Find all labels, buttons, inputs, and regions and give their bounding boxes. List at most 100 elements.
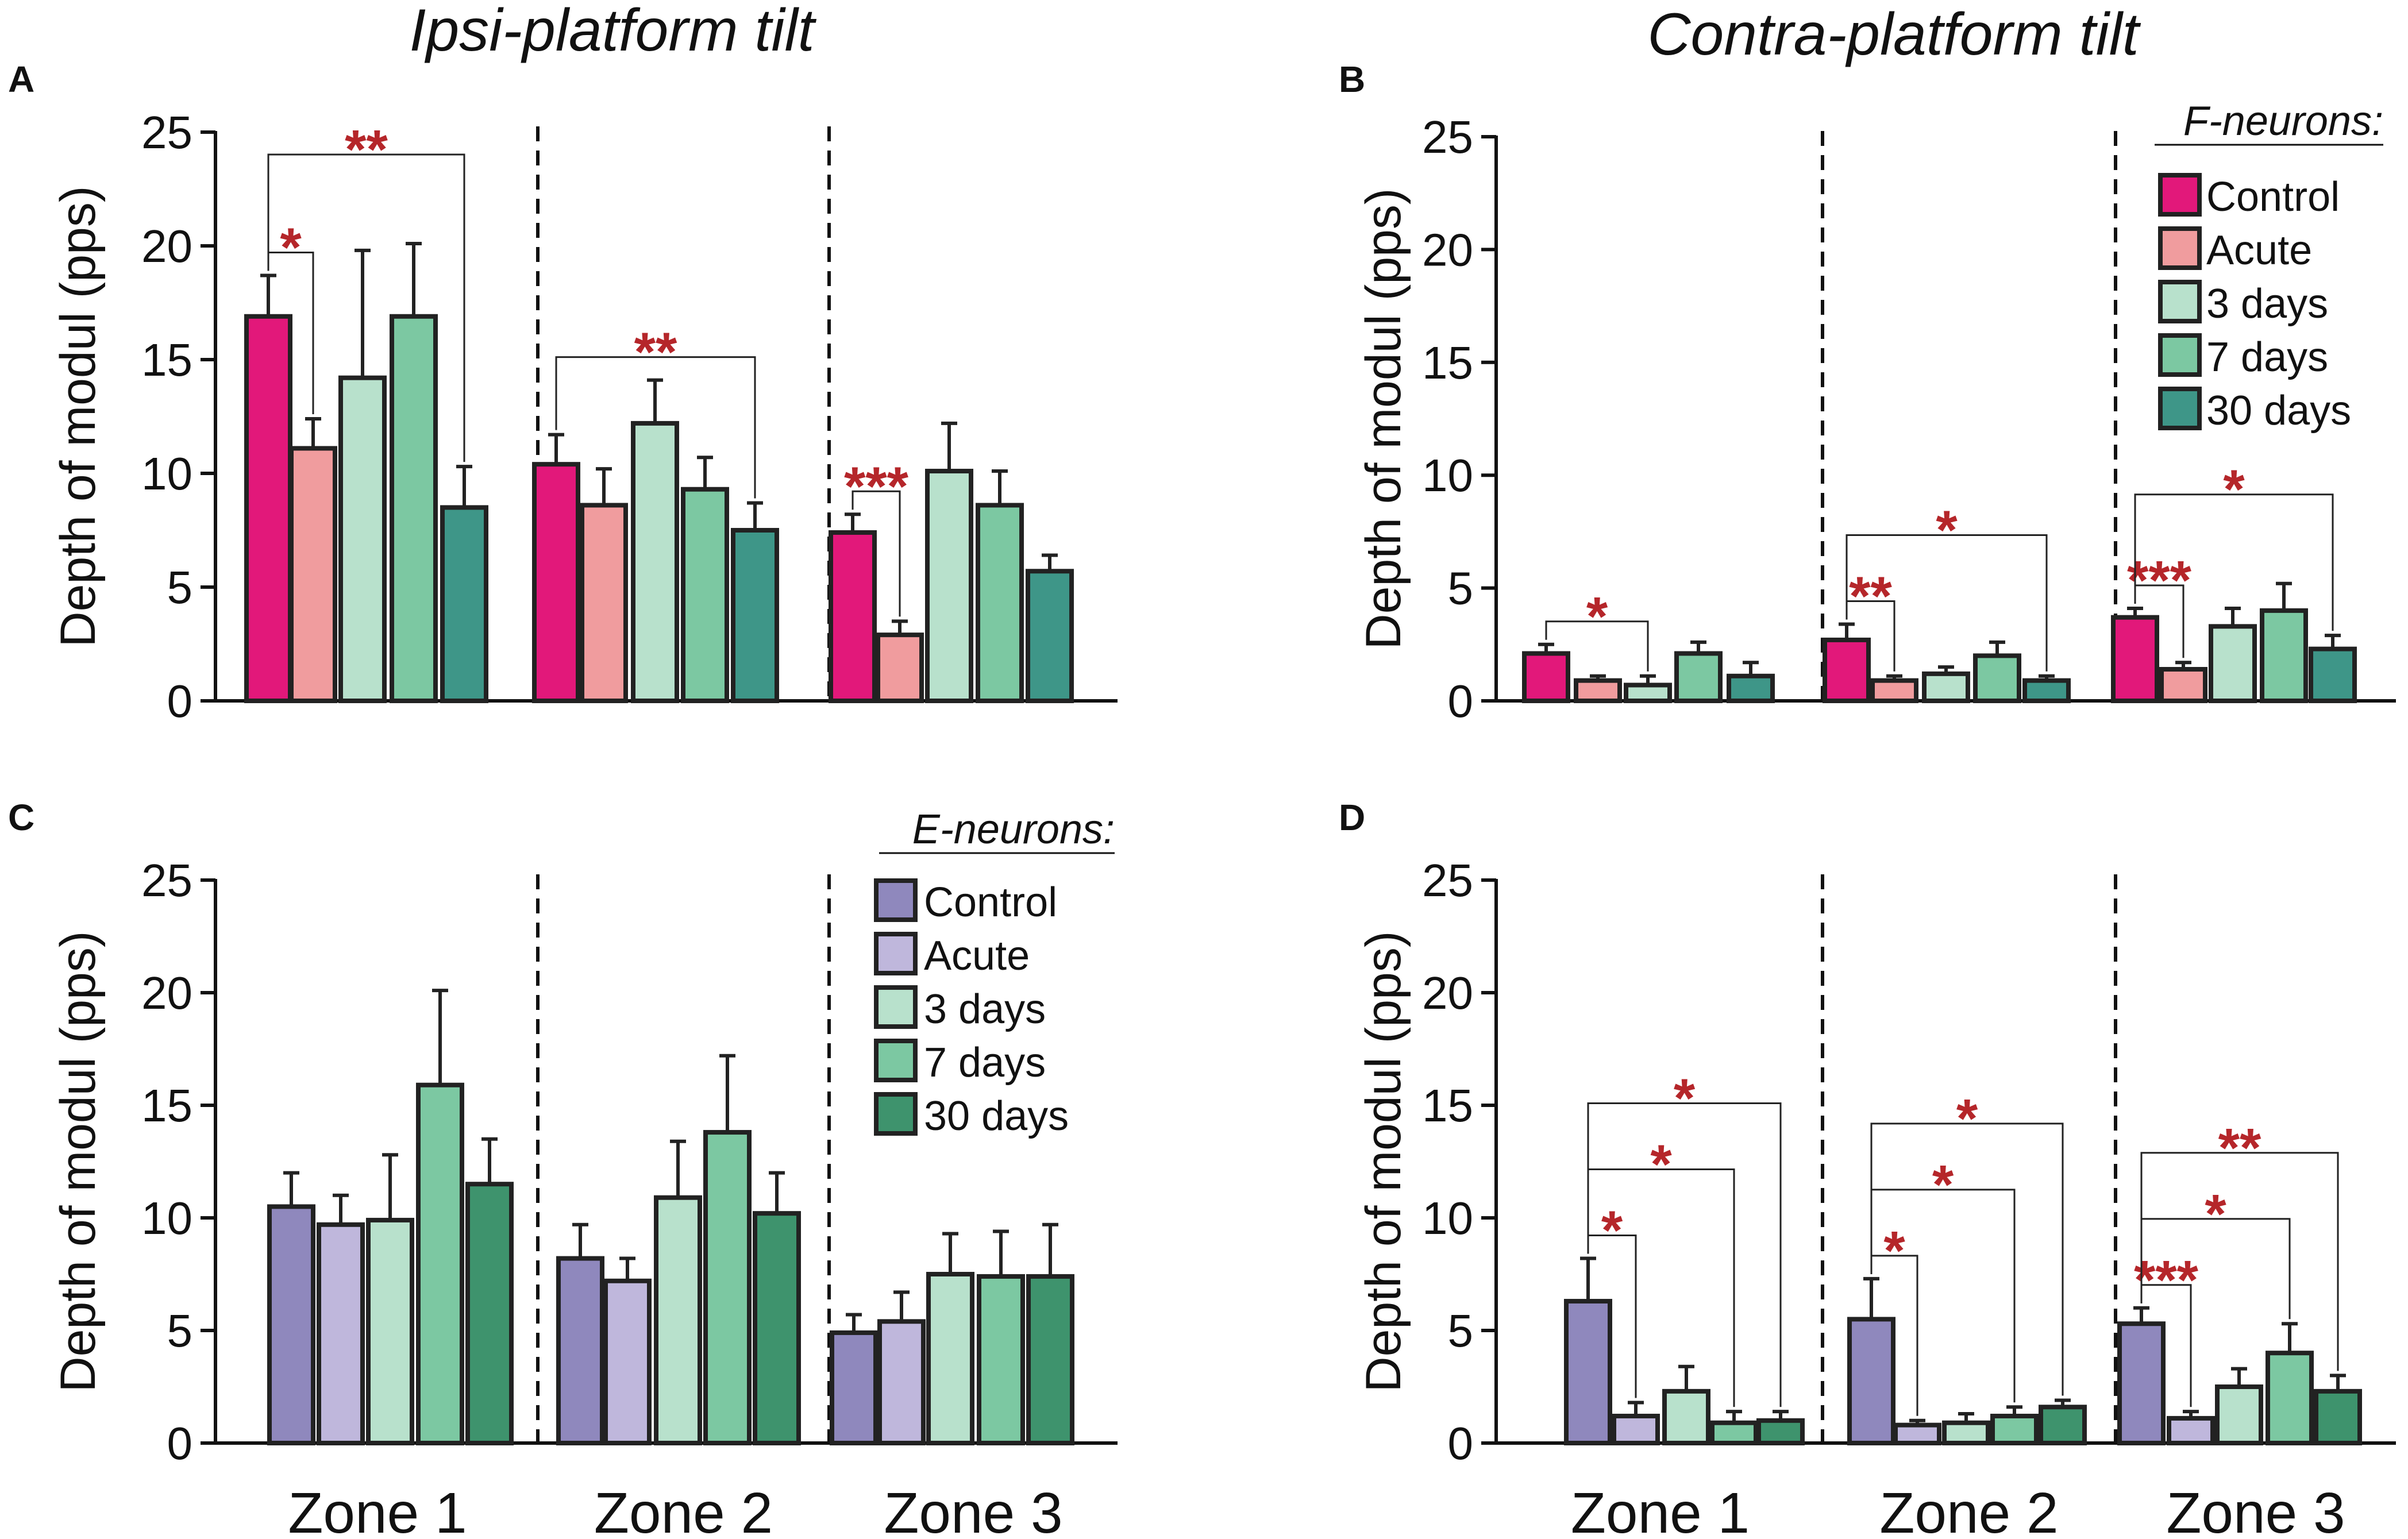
bar-acute-zone-2 — [603, 1278, 652, 1445]
y-tick-label: 20 — [1422, 224, 1473, 275]
legend-e-swatch-30-days — [874, 1092, 918, 1136]
panel-letter-b: B — [1339, 59, 1365, 100]
bar-30-days-zone-3 — [1026, 569, 1074, 704]
bar-7-days-zone-3 — [2266, 1351, 2314, 1445]
significance-stars: * — [1932, 1154, 1954, 1216]
bar-acute-zone-2 — [580, 503, 628, 703]
panel-letter-d: D — [1339, 797, 1365, 838]
legend-e-label-acute: Acute — [924, 933, 1030, 979]
legend-f-heading: F-neurons: — [2183, 98, 2383, 144]
bar-30-days-zone-3 — [2309, 646, 2357, 704]
significance-stars: ** — [2218, 1117, 2261, 1179]
bar-30-days-zone-1 — [1756, 1418, 1805, 1446]
bar-3-days-zone-2 — [1942, 1420, 1990, 1445]
bar-30-days-zone-2 — [2022, 678, 2071, 703]
y-tick-label: 10 — [141, 1193, 192, 1244]
y-tick-label: 15 — [141, 1080, 192, 1131]
bar-7-days-zone-2 — [1990, 1413, 2039, 1445]
significance-bracket — [1870, 1123, 2064, 1396]
significance-bracket — [1545, 620, 1649, 672]
bar-3-days-zone-3 — [925, 469, 973, 703]
bar-control-zone-3 — [829, 530, 877, 704]
bar-acute-zone-3 — [2159, 667, 2207, 704]
y-axis-label: Depth of modul (pps) — [1356, 188, 1411, 649]
bar-acute-zone-1 — [1612, 1413, 1660, 1445]
significance-stars: *** — [844, 456, 909, 517]
bar-control-zone-1 — [244, 314, 292, 703]
legend-e-label-control: Control — [924, 880, 1057, 925]
legend-f-swatch-acute — [2158, 226, 2202, 270]
legend-e-swatch-3-days — [874, 985, 918, 1029]
zone-label-1: Zone 1 — [288, 1481, 467, 1539]
zone-label-2: Zone 2 — [594, 1481, 773, 1539]
zone-label-1: Zone 1 — [1571, 1481, 1750, 1539]
bar-3-days-zone-1 — [1662, 1388, 1710, 1446]
significance-stars: * — [1674, 1068, 1696, 1129]
zone-label-3: Zone 3 — [884, 1481, 1062, 1539]
significance-stars: * — [1586, 586, 1608, 647]
legend-e-swatch-acute — [874, 932, 918, 975]
y-axis-label: Depth of modul (pps) — [51, 186, 106, 647]
legend-e-swatch-control — [874, 878, 918, 922]
panel-letter-a: A — [8, 59, 34, 100]
legend-f-swatch-7-days — [2158, 333, 2202, 377]
y-tick-label: 20 — [1422, 967, 1473, 1019]
bar-3-days-zone-2 — [631, 421, 679, 703]
legend-e-neurons: E-neurons: Control Acute 3 days 7 days 3… — [874, 807, 1115, 1139]
bar-control-zone-1 — [267, 1204, 315, 1445]
bar-7-days-zone-1 — [1710, 1420, 1758, 1445]
y-tick-label: 5 — [167, 562, 193, 613]
significance-stars: ** — [634, 322, 677, 383]
y-tick-label: 10 — [141, 448, 192, 499]
bar-3-days-zone-3 — [926, 1272, 974, 1445]
significance-bracket — [1587, 1102, 1782, 1407]
bar-30-days-zone-1 — [465, 1182, 514, 1445]
significance-stars: * — [280, 217, 302, 278]
panel-c-ipsi-e-neurons: C Depth of modul (pps) 0 5 10 15 20 25 Zone 1 Zon… — [8, 797, 1118, 1539]
legend-f-label-3-days: 3 days — [2206, 281, 2328, 327]
significance-stars: * — [1936, 499, 1958, 561]
significance-bracket — [1846, 534, 2048, 672]
bar-acute-zone-3 — [877, 1319, 926, 1446]
bar-7-days-zone-1 — [416, 1082, 464, 1445]
significance-stars: * — [1956, 1088, 1978, 1150]
bar-control-zone-1 — [1564, 1299, 1612, 1446]
significance-bracket — [2134, 493, 2334, 631]
bar-7-days-zone-1 — [1674, 651, 1723, 703]
y-tick-label: 20 — [141, 221, 192, 272]
legend-e-label-30-days: 30 days — [924, 1093, 1069, 1139]
significance-bracket — [555, 356, 756, 499]
significance-stars: * — [1601, 1200, 1623, 1262]
significance-stars: * — [2223, 459, 2245, 520]
bar-3-days-zone-2 — [1922, 671, 1970, 704]
zone-label-2: Zone 2 — [1879, 1481, 2058, 1539]
bar-3-days-zone-3 — [2215, 1384, 2263, 1445]
y-tick-label: 25 — [1422, 111, 1473, 163]
legend-f-label-control: Control — [2206, 174, 2340, 220]
legend-f-label-7-days: 7 days — [2206, 334, 2328, 380]
significance-stars: *** — [2127, 550, 2192, 611]
significance-stars: ** — [1849, 565, 1892, 627]
y-tick-label: 25 — [141, 855, 192, 906]
bar-30-days-zone-1 — [1727, 673, 1775, 703]
legend-e-label-7-days: 7 days — [924, 1040, 1046, 1086]
bar-control-zone-3 — [2117, 1321, 2166, 1445]
bar-7-days-zone-3 — [976, 503, 1024, 703]
legend-e-label-3-days: 3 days — [924, 986, 1046, 1032]
bar-3-days-zone-2 — [654, 1195, 702, 1445]
bar-control-zone-1 — [1522, 651, 1570, 703]
legend-f-label-30-days: 30 days — [2206, 388, 2351, 434]
y-axis-label: Depth of modul (pps) — [1356, 931, 1411, 1392]
bar-acute-zone-1 — [1574, 678, 1622, 703]
bar-control-zone-3 — [2111, 615, 2159, 703]
significance-stars: * — [1883, 1220, 1905, 1282]
legend-f-swatch-30-days — [2158, 387, 2202, 430]
bar-control-zone-2 — [556, 1256, 604, 1446]
y-tick-label: 25 — [141, 107, 192, 158]
significance-bracket — [2140, 1152, 2339, 1371]
bar-control-zone-3 — [830, 1330, 878, 1445]
y-axis-label: Depth of modul (pps) — [51, 931, 106, 1392]
significance-stars: * — [1650, 1134, 1672, 1195]
